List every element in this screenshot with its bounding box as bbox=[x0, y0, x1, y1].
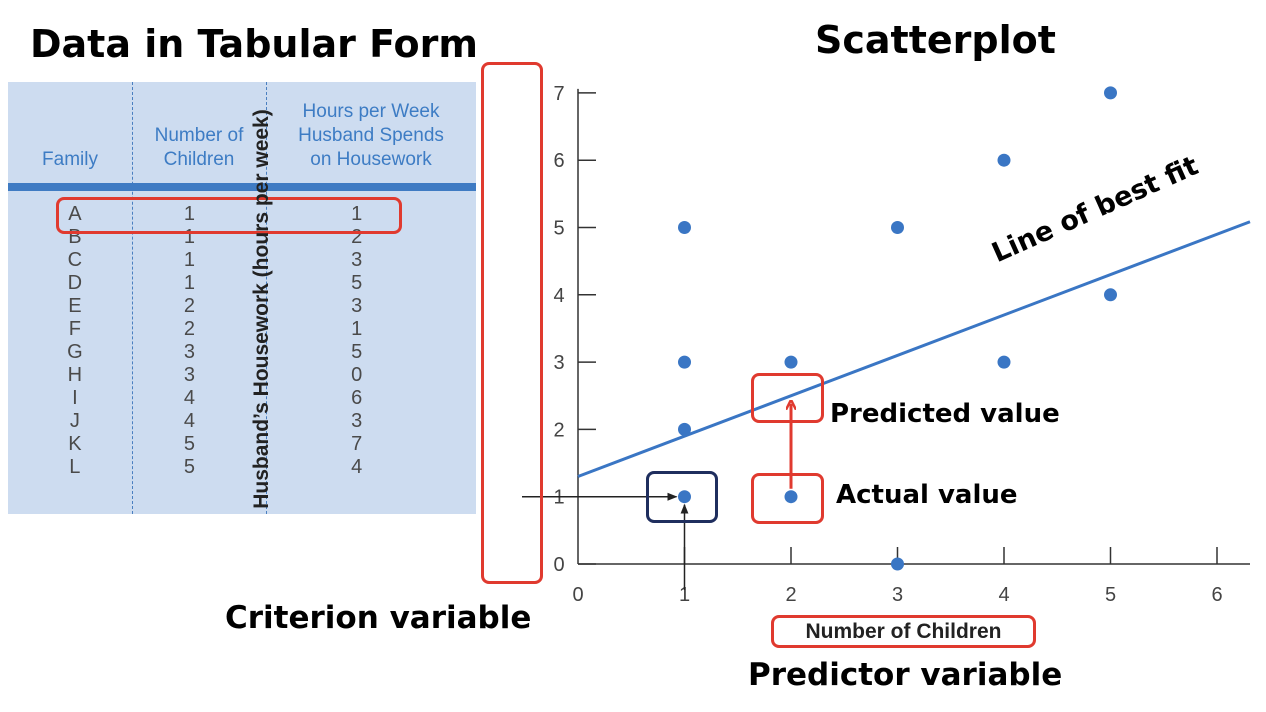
column-divider bbox=[132, 82, 133, 514]
hours-cell: 5 bbox=[351, 341, 363, 363]
y-tick-label: 5 bbox=[553, 218, 564, 240]
predictor-variable-label: Predictor variable bbox=[748, 657, 1063, 693]
criterion-variable-label: Criterion variable bbox=[225, 600, 532, 636]
x-tick-label: 3 bbox=[892, 584, 903, 606]
family-cell: F bbox=[68, 318, 81, 340]
children-cell: 1 bbox=[183, 226, 196, 248]
data-point bbox=[678, 490, 691, 504]
hours-cell: 3 bbox=[351, 410, 363, 432]
data-point bbox=[891, 557, 904, 571]
hours-cell: 1 bbox=[351, 318, 363, 340]
data-point bbox=[1104, 288, 1117, 302]
table-row: H 3 0 bbox=[8, 364, 476, 387]
children-cell: 2 bbox=[183, 318, 196, 340]
y-tick-label: 1 bbox=[553, 487, 564, 509]
y-tick-label: 3 bbox=[553, 352, 564, 374]
x-tick-label: 4 bbox=[998, 584, 1009, 606]
table-row: I 4 6 bbox=[8, 387, 476, 410]
table-title: Data in Tabular Form bbox=[30, 22, 478, 66]
data-table: Family Number of Children Hours per Week… bbox=[8, 82, 476, 514]
data-point bbox=[678, 355, 691, 369]
header-family: Family bbox=[42, 149, 98, 170]
table-row: K 5 7 bbox=[8, 433, 476, 456]
children-cell: 1 bbox=[183, 203, 196, 225]
predicted-value-highlight bbox=[751, 373, 824, 423]
x-tick-label: 5 bbox=[1105, 584, 1116, 606]
children-cell: 4 bbox=[183, 387, 196, 409]
x-axis-label-highlight bbox=[771, 615, 1036, 648]
children-cell: 3 bbox=[183, 341, 196, 363]
table-row: G 3 5 bbox=[8, 341, 476, 364]
y-axis-label: Husband’s Housework (hours per week) bbox=[250, 109, 273, 509]
y-tick-label: 7 bbox=[553, 83, 564, 105]
y-axis-label-highlight bbox=[481, 62, 543, 584]
y-tick-label: 4 bbox=[553, 285, 564, 307]
children-cell: 4 bbox=[183, 410, 196, 432]
hours-cell: 0 bbox=[351, 364, 363, 386]
data-point bbox=[1104, 86, 1117, 100]
family-cell: E bbox=[68, 295, 82, 317]
table-row: L 5 4 bbox=[8, 456, 476, 479]
scatterplot-title: Scatterplot bbox=[815, 18, 1056, 62]
family-cell: J bbox=[69, 410, 80, 432]
y-tick-label: 2 bbox=[553, 419, 564, 441]
actual-value-label: Actual value bbox=[836, 480, 1018, 510]
hours-cell: 7 bbox=[351, 433, 363, 455]
data-point bbox=[678, 221, 691, 234]
hours-cell: 4 bbox=[351, 456, 363, 478]
y-tick-label: 0 bbox=[553, 554, 564, 576]
family-cell: D bbox=[67, 272, 83, 294]
hours-cell: 2 bbox=[351, 226, 363, 248]
table-row: J 4 3 bbox=[8, 410, 476, 433]
table-row: D 1 5 bbox=[8, 272, 476, 295]
hours-cell: 3 bbox=[351, 249, 363, 271]
column-divider bbox=[266, 82, 267, 514]
header-number-of-children: Number of Children bbox=[154, 125, 244, 170]
data-point bbox=[784, 490, 798, 504]
table-row: A 1 1 bbox=[8, 203, 476, 226]
table-row: C 1 3 bbox=[8, 249, 476, 272]
x-tick-label: 2 bbox=[785, 584, 796, 606]
table-row: F 2 1 bbox=[8, 318, 476, 341]
family-cell: L bbox=[69, 456, 81, 478]
children-cell: 5 bbox=[183, 433, 196, 455]
hours-cell: 3 bbox=[351, 295, 363, 317]
children-cell: 2 bbox=[183, 295, 196, 317]
header-rule bbox=[8, 183, 476, 191]
family-cell: H bbox=[67, 364, 83, 386]
children-cell: 5 bbox=[183, 456, 196, 478]
row-a-highlight bbox=[56, 197, 402, 234]
children-cell: 1 bbox=[183, 249, 196, 271]
children-cell: 1 bbox=[183, 272, 196, 294]
hours-cell: 6 bbox=[351, 387, 363, 409]
family-cell: G bbox=[67, 341, 83, 363]
data-point bbox=[997, 153, 1011, 167]
family-cell: K bbox=[68, 433, 82, 455]
x-tick-label: 1 bbox=[679, 584, 690, 606]
line-of-best-fit bbox=[577, 220, 1251, 478]
data-point bbox=[997, 355, 1011, 369]
actual-value-highlight bbox=[751, 473, 824, 524]
criterion-point-highlight bbox=[646, 471, 718, 523]
family-cell: I bbox=[72, 387, 78, 409]
hours-cell: 1 bbox=[351, 203, 363, 225]
y-tick-label: 6 bbox=[553, 150, 564, 172]
data-point bbox=[678, 422, 691, 436]
x-tick-label: 6 bbox=[1211, 584, 1222, 606]
x-tick-label: 0 bbox=[572, 584, 583, 606]
x-axis-label: Number of Children bbox=[805, 620, 1002, 643]
data-point bbox=[891, 221, 904, 234]
header-hours-per-week: Hours per Week Husband Spends on Housewo… bbox=[298, 101, 444, 170]
table-row: E 2 3 bbox=[8, 295, 476, 318]
family-cell: A bbox=[68, 203, 82, 225]
hours-cell: 5 bbox=[351, 272, 363, 294]
family-cell: C bbox=[67, 249, 83, 271]
data-point bbox=[784, 355, 798, 369]
predicted-value-label: Predicted value bbox=[830, 399, 1060, 429]
children-cell: 3 bbox=[183, 364, 196, 386]
